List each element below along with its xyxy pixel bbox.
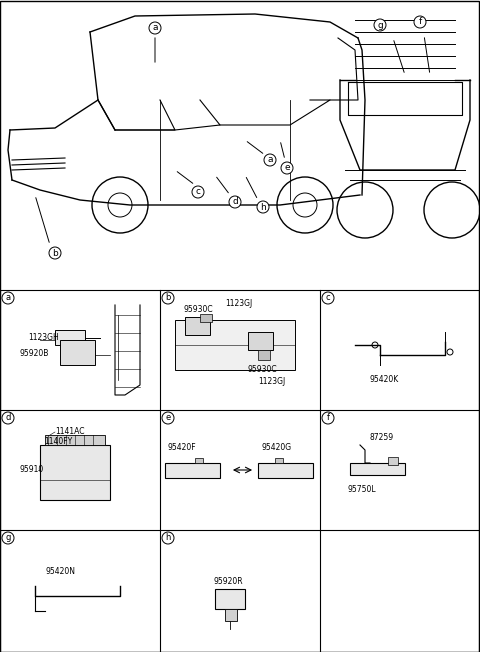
Text: f: f bbox=[419, 18, 421, 27]
Text: 1123GJ: 1123GJ bbox=[258, 378, 285, 387]
Text: d: d bbox=[232, 198, 238, 207]
Bar bbox=[165, 463, 220, 478]
Circle shape bbox=[322, 292, 334, 304]
Bar bbox=[215, 589, 245, 609]
Bar bbox=[350, 463, 405, 475]
Text: 95420G: 95420G bbox=[262, 443, 292, 452]
Text: e: e bbox=[166, 413, 170, 422]
Text: a: a bbox=[267, 155, 273, 164]
Text: f: f bbox=[326, 413, 329, 422]
Circle shape bbox=[162, 292, 174, 304]
Text: 95420K: 95420K bbox=[370, 376, 399, 385]
Circle shape bbox=[281, 162, 293, 174]
Circle shape bbox=[2, 292, 14, 304]
Text: 95750L: 95750L bbox=[348, 486, 377, 494]
Bar bbox=[225, 609, 237, 621]
Circle shape bbox=[2, 412, 14, 424]
Text: g: g bbox=[377, 20, 383, 29]
Text: 95420N: 95420N bbox=[45, 567, 75, 576]
Text: 95920B: 95920B bbox=[20, 349, 49, 357]
Text: a: a bbox=[5, 293, 11, 303]
Text: 1141AC: 1141AC bbox=[55, 428, 84, 436]
Text: e: e bbox=[284, 164, 290, 173]
Text: b: b bbox=[52, 248, 58, 258]
Text: 95910: 95910 bbox=[20, 466, 44, 475]
Bar bbox=[0, 0, 480, 290]
Text: a: a bbox=[152, 23, 158, 33]
Text: 1140FY: 1140FY bbox=[44, 437, 72, 447]
Circle shape bbox=[414, 16, 426, 28]
Circle shape bbox=[192, 186, 204, 198]
Circle shape bbox=[162, 532, 174, 544]
Circle shape bbox=[149, 22, 161, 34]
Text: c: c bbox=[195, 188, 201, 196]
Text: h: h bbox=[165, 533, 171, 542]
Text: c: c bbox=[326, 293, 330, 303]
Bar bbox=[200, 314, 212, 322]
Bar bbox=[388, 457, 398, 465]
Circle shape bbox=[264, 154, 276, 166]
Text: 1123GJ: 1123GJ bbox=[225, 299, 252, 308]
Bar bbox=[60, 340, 95, 365]
Text: 1123GH: 1123GH bbox=[28, 334, 59, 342]
Text: 95420F: 95420F bbox=[168, 443, 197, 452]
Text: 95920R: 95920R bbox=[213, 576, 242, 585]
Circle shape bbox=[322, 412, 334, 424]
Circle shape bbox=[374, 19, 386, 31]
Bar bbox=[40, 445, 110, 500]
Circle shape bbox=[162, 412, 174, 424]
Text: d: d bbox=[5, 413, 11, 422]
Circle shape bbox=[257, 201, 269, 213]
Text: 95930C: 95930C bbox=[183, 306, 213, 314]
Circle shape bbox=[49, 247, 61, 259]
Bar bbox=[275, 458, 283, 463]
Bar bbox=[195, 458, 203, 463]
Text: g: g bbox=[5, 533, 11, 542]
Text: b: b bbox=[165, 293, 171, 303]
Text: h: h bbox=[260, 203, 266, 211]
Circle shape bbox=[229, 196, 241, 208]
Bar bbox=[175, 320, 295, 370]
Bar bbox=[248, 332, 273, 350]
Bar bbox=[185, 317, 210, 335]
Bar bbox=[258, 463, 313, 478]
Text: 95930C: 95930C bbox=[248, 366, 277, 374]
Text: 87259: 87259 bbox=[370, 434, 394, 443]
Bar bbox=[258, 350, 270, 360]
Bar bbox=[55, 330, 85, 345]
Circle shape bbox=[2, 532, 14, 544]
Bar bbox=[45, 435, 105, 445]
